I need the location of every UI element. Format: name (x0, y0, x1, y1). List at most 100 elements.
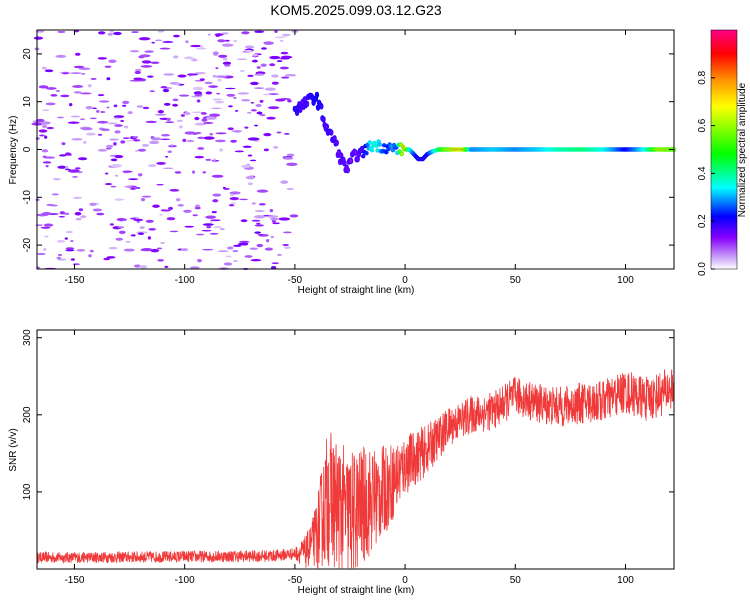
spectrogram-noise-blob (251, 219, 261, 222)
spectrogram-noise-blob (222, 61, 232, 65)
spectrogram-noise-blob (97, 31, 106, 35)
spectrogram-noise-blob (115, 237, 124, 241)
spectrogram-noise-blob (199, 78, 205, 81)
spectrogram-noise-blob (139, 54, 151, 58)
spectrogram-noise-blob (184, 225, 194, 228)
spectrogram-noise-blob (219, 148, 224, 152)
spectrogram-noise-blob (270, 236, 274, 238)
spectrogram-noise-blob (244, 45, 255, 49)
spectrogram-noise-blob (270, 217, 279, 221)
colorbar-gradient (710, 29, 738, 270)
x-tick-label: -100 (175, 275, 195, 286)
spectrogram-noise-blob (64, 152, 72, 156)
spectrogram-noise-blob (213, 226, 222, 228)
spectrogram-noise-blob (284, 74, 297, 77)
spectrogram-noise-blob (142, 106, 150, 110)
spectrogram-noise-blob (264, 247, 273, 251)
spectrogram-noise-blob (107, 32, 114, 36)
spectrogram-noise-blob (233, 260, 238, 262)
spectrogram-noise-blob (166, 217, 176, 221)
spectrogram-noise-blob (254, 124, 259, 127)
trace-point (335, 141, 339, 145)
spectrogram-noise-blob (232, 40, 238, 42)
spectrogram-noise-blob (279, 57, 290, 60)
spectrogram-noise-blob (122, 100, 130, 105)
spectrogram-noise-blob (275, 98, 286, 102)
spectrogram-noise-blob (175, 198, 181, 202)
spectrogram-noise-blob (256, 222, 261, 225)
spectrogram-noise-blob (277, 253, 282, 257)
spectrogram-noise-blob (69, 102, 73, 107)
spectrogram-noise-blob (64, 237, 68, 240)
spectrogram-noise-blob (195, 233, 205, 236)
spectrogram-noise-blob (215, 132, 227, 135)
spectrogram-noise-blob (194, 93, 203, 97)
spectrogram-noise-blob (64, 168, 71, 171)
spectrogram-noise-blob (203, 122, 214, 124)
spectrogram-noise-blob (55, 90, 61, 92)
spectrogram-noise-blob (85, 132, 96, 136)
spectrogram-noise-blob (172, 103, 179, 107)
spectrogram-noise-blob (197, 136, 205, 140)
spectrogram-noise-blob (36, 252, 46, 256)
spectrogram-noise-blob (83, 140, 87, 144)
spectrogram-noise-blob (159, 47, 171, 50)
spectrogram-noise-blob (148, 227, 157, 231)
spectrogram-noise-blob (163, 102, 171, 106)
spectrogram-noise-blob (247, 111, 252, 114)
spectrogram-noise-blob (162, 40, 174, 43)
spectrogram-noise-blob (202, 248, 214, 251)
spectrogram-noise-blob (75, 217, 82, 221)
spectrogram-noise-blob (166, 117, 171, 121)
spectrogram-noise-blob (104, 183, 113, 186)
spectrogram-noise-blob (141, 60, 152, 64)
spectrogram-noise-blob (65, 230, 74, 234)
spectrogram-noise-blob (276, 60, 283, 63)
spectrogram-noise-blob (229, 194, 234, 196)
spectrogram-noise-blob (271, 74, 279, 78)
y-tick-label: -10 (22, 190, 33, 205)
spectrogram-noise-blob (33, 36, 44, 40)
spectrogram-noise-blob (96, 120, 109, 124)
spectrogram-noise-blob (157, 259, 164, 262)
spectrogram-noise-blob (201, 118, 208, 122)
spectrogram-noise-blob (110, 185, 117, 188)
spectrogram-noise-blob (200, 45, 204, 48)
spectrogram-noise-blob (44, 135, 48, 139)
x-tick-label: -150 (64, 275, 84, 286)
spectrogram-noise-blob (109, 223, 115, 226)
spectrogram-noise-blob (115, 174, 119, 177)
spectrogram-noise-blob (247, 74, 254, 77)
spectrogram-noise-blob (228, 105, 233, 108)
spectrogram-noise-blob (120, 140, 126, 144)
spectrogram-noise-blob (283, 231, 292, 234)
spectrogram-noise-blob (202, 171, 206, 174)
spectrogram-noise-blob (61, 142, 66, 146)
spectrogram-noise-blob (273, 146, 279, 149)
spectrogram-noise-blob (211, 174, 224, 178)
spectrogram-noise-blob (192, 170, 196, 174)
spectrogram-noise-blob (122, 137, 130, 139)
trace-point (346, 168, 350, 172)
spectrogram-noise-blob (218, 54, 228, 58)
spectrogram-noise-blob (195, 47, 207, 50)
spectrogram-noise-blob (239, 198, 249, 201)
spectrogram-x-axis-label: Height of straight line (km) (298, 285, 415, 296)
spectrogram-noise-blob (279, 39, 284, 42)
spectrogram-noise-blob (205, 116, 217, 120)
spectrogram-noise-blob (75, 167, 81, 170)
x-tick-label: 0 (402, 275, 408, 286)
spectrogram-noise-blob (35, 30, 45, 33)
spectrogram-noise-blob (194, 204, 201, 208)
spectrogram-noise-blob (242, 51, 248, 53)
spectrogram-noise-blob (233, 244, 242, 247)
spectrogram-noise-blob (160, 85, 168, 89)
trace-point (298, 107, 302, 112)
x-tick-label: -50 (288, 275, 303, 286)
trace-point (356, 157, 360, 161)
spectrogram-noise-blob (113, 117, 121, 120)
spectrogram-noise-blob (156, 183, 164, 186)
spectrogram-noise-blob (287, 99, 292, 103)
spectrogram-noise-blob (164, 265, 169, 268)
